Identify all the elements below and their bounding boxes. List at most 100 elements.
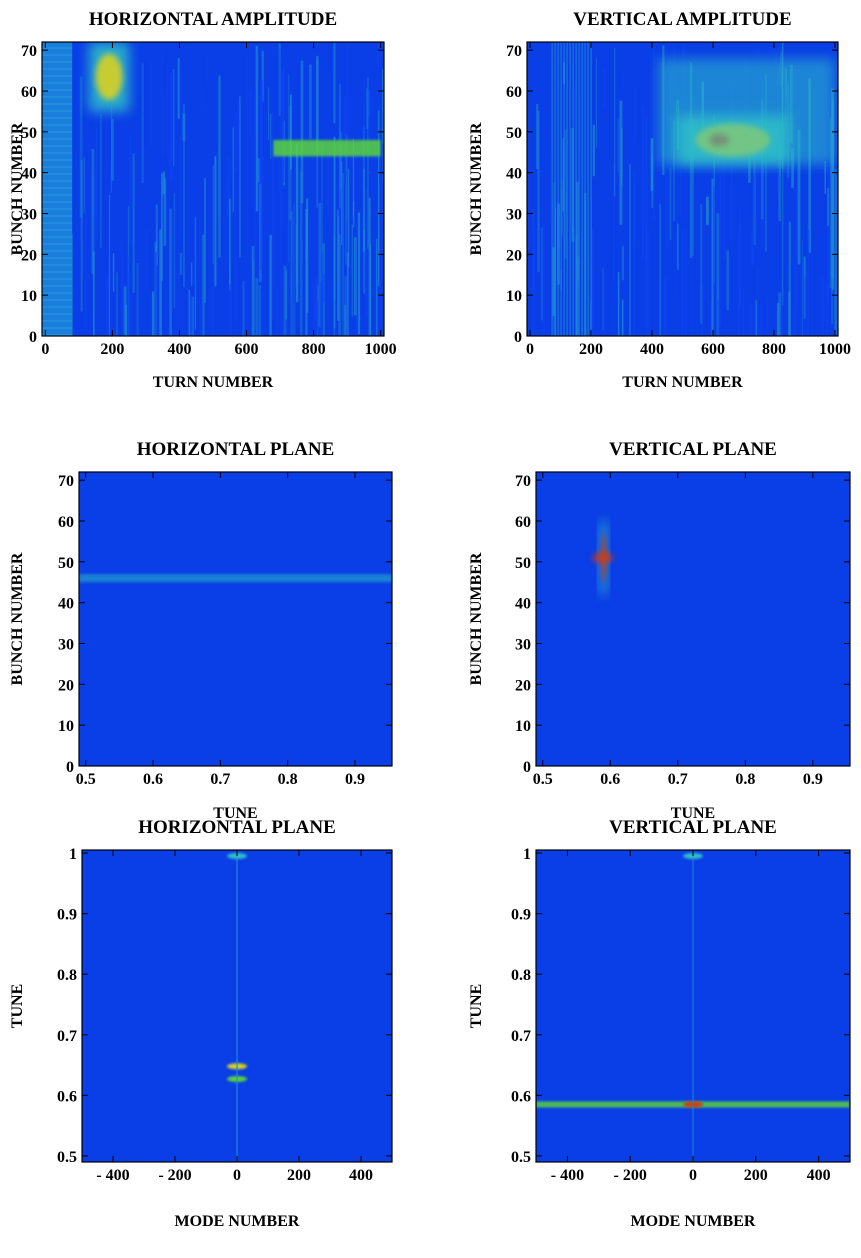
texture-streak: [691, 255, 694, 336]
texture-streak: [653, 44, 656, 221]
texture-streak: [229, 284, 233, 336]
texture-streak: [161, 50, 163, 158]
texture-streak: [278, 48, 282, 221]
texture-streak: [352, 138, 354, 220]
mode-peak: [683, 1101, 703, 1108]
x-tick-label: 0.6: [600, 771, 620, 788]
texture-streak: [121, 238, 124, 336]
texture-streak: [777, 302, 780, 336]
texture-streak: [757, 260, 759, 336]
y-tick-label: 60: [506, 84, 522, 101]
texture-streak: [132, 153, 135, 293]
texture-streak: [381, 151, 384, 227]
texture-streak: [313, 286, 316, 336]
texture-streak: [365, 188, 368, 318]
x-tick-label: 400: [807, 1167, 831, 1184]
texture-streak: [345, 134, 348, 265]
hot-spot: [95, 53, 123, 100]
texture-streak: [748, 155, 751, 183]
texture-streak: [180, 68, 182, 237]
texture-streak: [329, 72, 332, 123]
texture-streak: [191, 296, 195, 336]
texture-streak: [362, 80, 366, 169]
texture-streak: [281, 67, 285, 183]
texture-streak: [111, 118, 114, 181]
texture-streak: [320, 282, 322, 336]
texture-streak: [603, 66, 606, 108]
x-tick-label: 600: [235, 341, 259, 358]
texture-streak: [212, 165, 214, 264]
x-tick-label: - 400: [551, 1167, 584, 1184]
y-tick-label: 0.8: [511, 967, 531, 984]
texture-streak: [286, 222, 290, 336]
texture-streak: [347, 169, 350, 268]
y-tick-label: 30: [21, 207, 37, 224]
x-tick-label: - 400: [96, 1167, 129, 1184]
x-tick-label: 200: [579, 341, 603, 358]
texture-streak: [80, 160, 83, 312]
vertical-stripe: [572, 42, 574, 336]
vertical-stripe: [554, 42, 556, 336]
y-tick-label: 0.7: [511, 1028, 531, 1045]
texture-streak: [681, 229, 684, 336]
chart-title: VERTICAL PLANE: [609, 817, 777, 838]
texture-streak: [309, 64, 312, 139]
texture-streak: [251, 245, 255, 336]
texture-streak: [333, 42, 336, 124]
texture-streak: [701, 283, 703, 336]
texture-streak: [552, 247, 556, 317]
texture-streak: [202, 234, 205, 336]
texture-streak: [327, 281, 330, 336]
y-tick-label: 1: [69, 846, 77, 863]
texture-streak: [564, 129, 567, 259]
y-axis-label: BUNCH NUMBER: [9, 552, 26, 685]
texture-streak: [271, 42, 275, 192]
texture-streak: [826, 284, 828, 336]
texture-streak: [226, 196, 228, 259]
x-tick-label: 0.7: [668, 771, 688, 788]
texture-streak: [730, 107, 733, 246]
x-tick-label: 200: [100, 341, 124, 358]
texture-streak: [200, 301, 203, 336]
texture-streak: [290, 268, 293, 291]
texture-streak: [559, 259, 562, 336]
y-tick-label: 40: [58, 596, 74, 613]
texture-streak: [163, 178, 167, 246]
texture-streak: [281, 157, 284, 232]
horizontal-streak: [79, 574, 392, 583]
texture-streak: [318, 202, 322, 328]
texture-streak: [363, 229, 366, 294]
texture-streak: [168, 144, 171, 168]
texture-streak: [642, 106, 644, 260]
texture-streak: [353, 237, 357, 316]
x-tick-label: 400: [640, 341, 664, 358]
texture-streak: [105, 276, 109, 336]
texture-streak: [319, 195, 323, 336]
chart-panel-1: 0 200 400 600 800 1000 0 10 20 30 40 50 60 70 HORIZONT…: [9, 9, 397, 391]
texture-streak: [831, 100, 834, 290]
texture-streak: [206, 56, 208, 85]
mode-peak: [683, 853, 703, 860]
texture-streak: [368, 89, 370, 117]
y-tick-label: 30: [506, 207, 522, 224]
texture-streak: [633, 177, 636, 243]
texture-streak: [182, 113, 186, 141]
texture-streak: [151, 291, 155, 336]
y-tick-label: 10: [58, 718, 74, 735]
texture-streak: [116, 272, 118, 336]
mode-peak: [227, 1063, 247, 1070]
texture-streak: [716, 213, 720, 336]
texture-streak: [337, 209, 340, 321]
texture-streak: [283, 265, 287, 336]
texture-streak: [634, 86, 637, 142]
texture-streak: [127, 206, 130, 336]
texture-streak: [647, 232, 650, 336]
texture-streak: [214, 156, 217, 287]
y-tick-label: 40: [21, 166, 37, 183]
texture-streak: [150, 61, 153, 147]
chart-title: HORIZONTAL AMPLITUDE: [89, 9, 337, 30]
y-tick-label: 60: [21, 84, 37, 101]
texture-streak: [801, 240, 803, 336]
x-axis-label: MODE NUMBER: [631, 1213, 756, 1230]
y-tick-label: 10: [21, 288, 37, 305]
